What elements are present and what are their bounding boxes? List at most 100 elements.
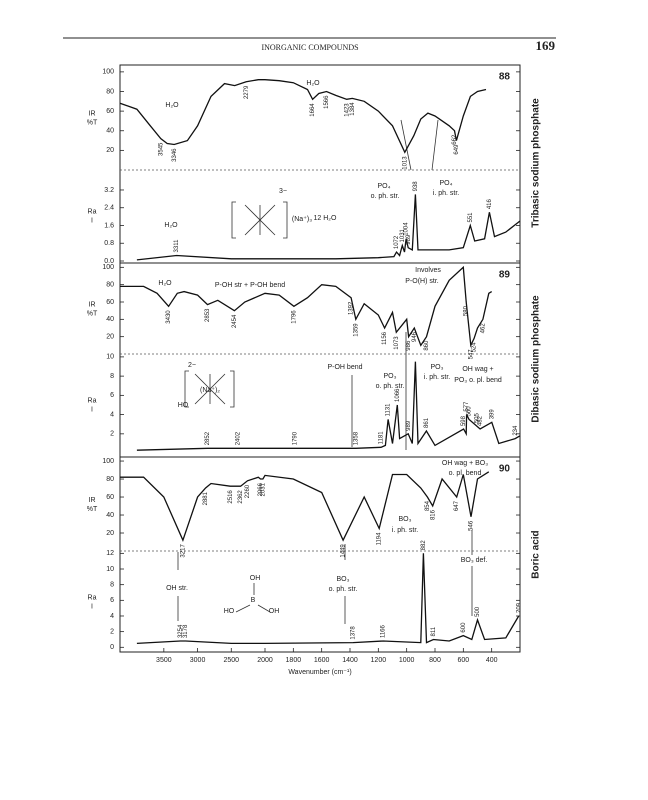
y-tick-label: 2 <box>110 628 114 635</box>
raman-peak-label: 598 <box>461 415 467 426</box>
ir-peak-label: 462 <box>480 323 486 334</box>
annotation: OH wag + <box>462 366 493 373</box>
raman-peak-label: 1181 <box>379 431 385 445</box>
x-tick-label: 1200 <box>371 657 387 664</box>
raman-peak-label: 861 <box>424 417 430 428</box>
x-tick-label: 1000 <box>399 657 415 664</box>
annotation: H₂O <box>306 80 320 87</box>
raman-axis-label: Ra <box>88 397 97 404</box>
ir-axis-label: %T <box>87 506 98 513</box>
ir-axis-label: %T <box>87 119 98 126</box>
y-tick-label: 4 <box>110 411 114 418</box>
y-tick-label: 10 <box>106 566 114 573</box>
x-tick-label: 1800 <box>286 657 302 664</box>
x-tick-label: 2000 <box>257 657 273 664</box>
raman-peak-label: 560 <box>467 406 473 417</box>
ir-peak-label: 1073 <box>394 336 400 350</box>
ir-peak-label: 2066 <box>258 482 264 496</box>
raman-peak-label: 3178 <box>183 624 189 638</box>
ir-peak-label: 3217 <box>181 544 187 558</box>
raman-axis-label: Ra <box>88 594 97 601</box>
annotation: OH str. <box>166 585 188 592</box>
ir-peak-label: 1156 <box>382 331 388 345</box>
ir-peak-label: 580 <box>464 305 470 316</box>
x-tick-label: 3000 <box>190 657 206 664</box>
ir-peak-label: 1796 <box>291 310 297 324</box>
annotation: P-OH str + P-OH bend <box>215 282 285 289</box>
ir-peak-label: 1013 <box>402 156 408 170</box>
raman-peak-label: 1072 <box>394 235 400 249</box>
annotation: B <box>251 597 256 604</box>
ir-peak-label: 946 <box>412 331 418 342</box>
panel-number: 89 <box>499 270 511 281</box>
annotation: BO₃ <box>399 516 412 523</box>
annotation: Involves <box>415 267 441 274</box>
annotation: OH <box>269 608 280 615</box>
raman-peak-label: 1166 <box>381 624 387 638</box>
plot-frame <box>119 64 521 653</box>
ir-peak-label: 1384 <box>350 102 356 116</box>
ir-axis-label: IR <box>89 301 96 308</box>
panel-number: 90 <box>499 464 511 475</box>
y-tick-label: 4 <box>110 613 114 620</box>
ir-peak-label: 649 <box>454 144 460 155</box>
annotation: o. ph. str. <box>376 383 405 390</box>
raman-spectrum <box>136 553 520 645</box>
annotation: H₂O <box>158 280 172 287</box>
ir-spectrum <box>119 79 487 154</box>
ir-peak-label: 3545 <box>158 142 164 156</box>
y-tick-label: 80 <box>106 476 114 483</box>
compound-name: Dibasic sodium phosphate <box>531 295 542 423</box>
annotation: BO₃ <box>337 576 350 583</box>
panel-number: 88 <box>499 72 511 83</box>
annotation: PO₃ <box>384 373 397 380</box>
raman-peak-label: 551 <box>468 212 474 223</box>
y-tick-label: 0.8 <box>104 240 114 247</box>
annotation: (Na⁺)₂ <box>200 387 220 394</box>
ir-peak-label: 860 <box>424 340 430 351</box>
annotation: i. ph. str. <box>392 527 419 534</box>
annotation: PO₄ <box>440 180 453 187</box>
y-tick-label: 40 <box>106 128 114 135</box>
ir-peak-label: 2362 <box>238 490 244 504</box>
page-number: 169 <box>536 38 556 53</box>
ir-peak-label: 2279 <box>244 85 250 99</box>
y-tick-label: 100 <box>102 458 114 465</box>
ir-peak-label: 546 <box>469 520 475 531</box>
x-tick-label: 400 <box>486 657 498 664</box>
annotation: PO₃ <box>431 364 444 371</box>
raman-peak-label: 3311 <box>174 239 180 253</box>
x-tick-label: 600 <box>457 657 469 664</box>
annotation: i. ph. str. <box>424 374 451 381</box>
structure-sketches <box>184 201 288 613</box>
raman-axis-label: I <box>91 406 93 413</box>
y-tick-label: 6 <box>110 597 114 604</box>
raman-peak-label: 1790 <box>292 431 298 445</box>
x-tick-label: 1400 <box>342 657 358 664</box>
y-tick-label: 2 <box>110 431 114 438</box>
raman-peak-label: 989 <box>406 234 412 245</box>
raman-peak-label: 234 <box>513 425 519 436</box>
ir-peak-label: 547 <box>468 349 474 360</box>
y-tick-label: 10 <box>106 354 114 361</box>
y-tick-label: 3.2 <box>104 187 114 194</box>
y-tick-label: 6 <box>110 392 114 399</box>
annotation: o. pl. bend <box>449 470 482 477</box>
ir-peak-label: 1392 <box>349 301 355 315</box>
raman-peak-label: 505 <box>474 412 480 423</box>
ir-peak-label: 647 <box>454 500 460 511</box>
y-tick-label: 8 <box>110 582 114 589</box>
raman-axis-label: Ra <box>88 208 97 215</box>
y-tick-label: 0.0 <box>104 258 114 265</box>
ir-peak-label: 3430 <box>166 310 172 324</box>
ir-peak-label: 2031 <box>260 482 266 496</box>
annotation: BO₃ def. <box>461 557 488 564</box>
y-tick-label: 20 <box>106 334 114 341</box>
x-tick-label: 3500 <box>156 657 172 664</box>
y-tick-label: 60 <box>106 299 114 306</box>
y-tick-label: 2.4 <box>104 205 114 212</box>
raman-spectrum <box>136 361 521 451</box>
raman-peak-label: 416 <box>487 198 493 209</box>
raman-peak-label: 989 <box>406 420 412 431</box>
ir-peak-label: 2516 <box>228 490 234 504</box>
